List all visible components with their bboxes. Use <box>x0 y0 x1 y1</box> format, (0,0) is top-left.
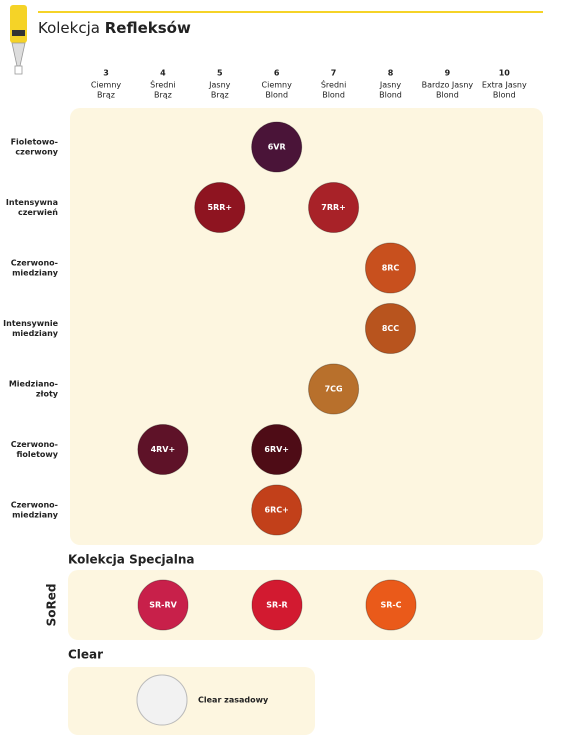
title-normal: Kolekcja <box>38 19 100 37</box>
swatch-label: 4RV+ <box>151 445 176 454</box>
row-label: czerwony <box>15 148 58 157</box>
row-label: miedziany <box>12 329 59 338</box>
row-label: Fioletowo- <box>11 138 58 147</box>
column-name: Jasny <box>379 81 402 90</box>
column-name: Blond <box>493 91 516 100</box>
column-name: Brąz <box>211 91 229 100</box>
swatch-label: SR-R <box>266 601 287 610</box>
swatch-label: Clear zasadowy <box>198 696 269 705</box>
swatch-shade <box>251 484 303 536</box>
swatch-label: SR-RV <box>149 601 177 610</box>
row-label: Intensywnie <box>3 319 58 328</box>
column-name: Średni <box>321 79 346 90</box>
swatch-label: 6VR <box>268 143 286 152</box>
column-name: Blond <box>265 91 288 100</box>
column-number: 8 <box>388 69 394 78</box>
swatch-label: 6RC+ <box>265 506 289 515</box>
title-bold: Refleksów <box>105 19 191 37</box>
swatch-label: SR-C <box>380 601 401 610</box>
column-name: Średni <box>150 79 175 90</box>
swatch-label: 5RR+ <box>208 203 233 212</box>
swatch-shade <box>308 182 360 233</box>
column-name: Jasny <box>208 81 231 90</box>
tube-icon <box>10 5 27 75</box>
swatch-shade <box>137 579 189 631</box>
column-number: 4 <box>160 69 166 78</box>
column-name: Extra Jasny <box>482 81 527 90</box>
column-number: 3 <box>103 69 109 78</box>
side-label: SoRed <box>45 584 59 627</box>
column-number: 5 <box>217 69 223 78</box>
column-name: Ciemny <box>91 81 122 90</box>
column-name: Ciemny <box>262 81 293 90</box>
swatch-label: 8RC <box>382 264 400 273</box>
swatch-shade <box>251 424 303 475</box>
swatch-label: 6RV+ <box>264 445 289 454</box>
swatch-shade <box>136 674 188 726</box>
swatch-shade <box>365 303 416 354</box>
swatch-shade <box>251 121 303 173</box>
main-panel <box>70 108 543 545</box>
column-name: Blond <box>436 91 459 100</box>
row-label: Czerwono- <box>11 440 58 449</box>
swatch-label: 7RR+ <box>321 203 346 212</box>
row-label: Miedziano- <box>9 380 58 389</box>
column-name: Bardzo Jasny <box>422 81 474 90</box>
swatch-shade <box>251 579 303 631</box>
swatch-shade <box>137 424 189 475</box>
swatch-shade <box>194 182 246 233</box>
swatch-label: 8CC <box>382 324 399 333</box>
column-number: 9 <box>445 69 451 78</box>
row-label: złoty <box>36 390 59 399</box>
title: Kolekcja Refleksów <box>38 19 191 37</box>
clear-panel <box>68 667 315 735</box>
column-name: Brąz <box>97 91 115 100</box>
swatch-shade <box>365 242 416 294</box>
special-panel <box>68 570 543 640</box>
row-label: fioletowy <box>16 450 58 459</box>
column-number: 7 <box>331 69 337 78</box>
row-label: miedziany <box>12 511 59 520</box>
clear-title: Clear <box>68 648 103 662</box>
column-name: Brąz <box>154 91 172 100</box>
column-name: Blond <box>379 91 402 100</box>
row-label: Intensywna <box>6 198 58 207</box>
swatch-shade <box>308 363 360 415</box>
row-label: miedziany <box>12 269 59 278</box>
column-number: 6 <box>274 69 280 78</box>
row-label: czerwień <box>18 208 58 217</box>
swatch-label: 7CG <box>325 385 343 394</box>
column-number: 10 <box>499 69 511 78</box>
column-name: Blond <box>322 91 345 100</box>
swatch-shade <box>365 579 417 631</box>
row-label: Czerwono- <box>11 259 58 268</box>
row-label: Czerwono- <box>11 501 58 510</box>
special-title: Kolekcja Specjalna <box>68 553 195 567</box>
